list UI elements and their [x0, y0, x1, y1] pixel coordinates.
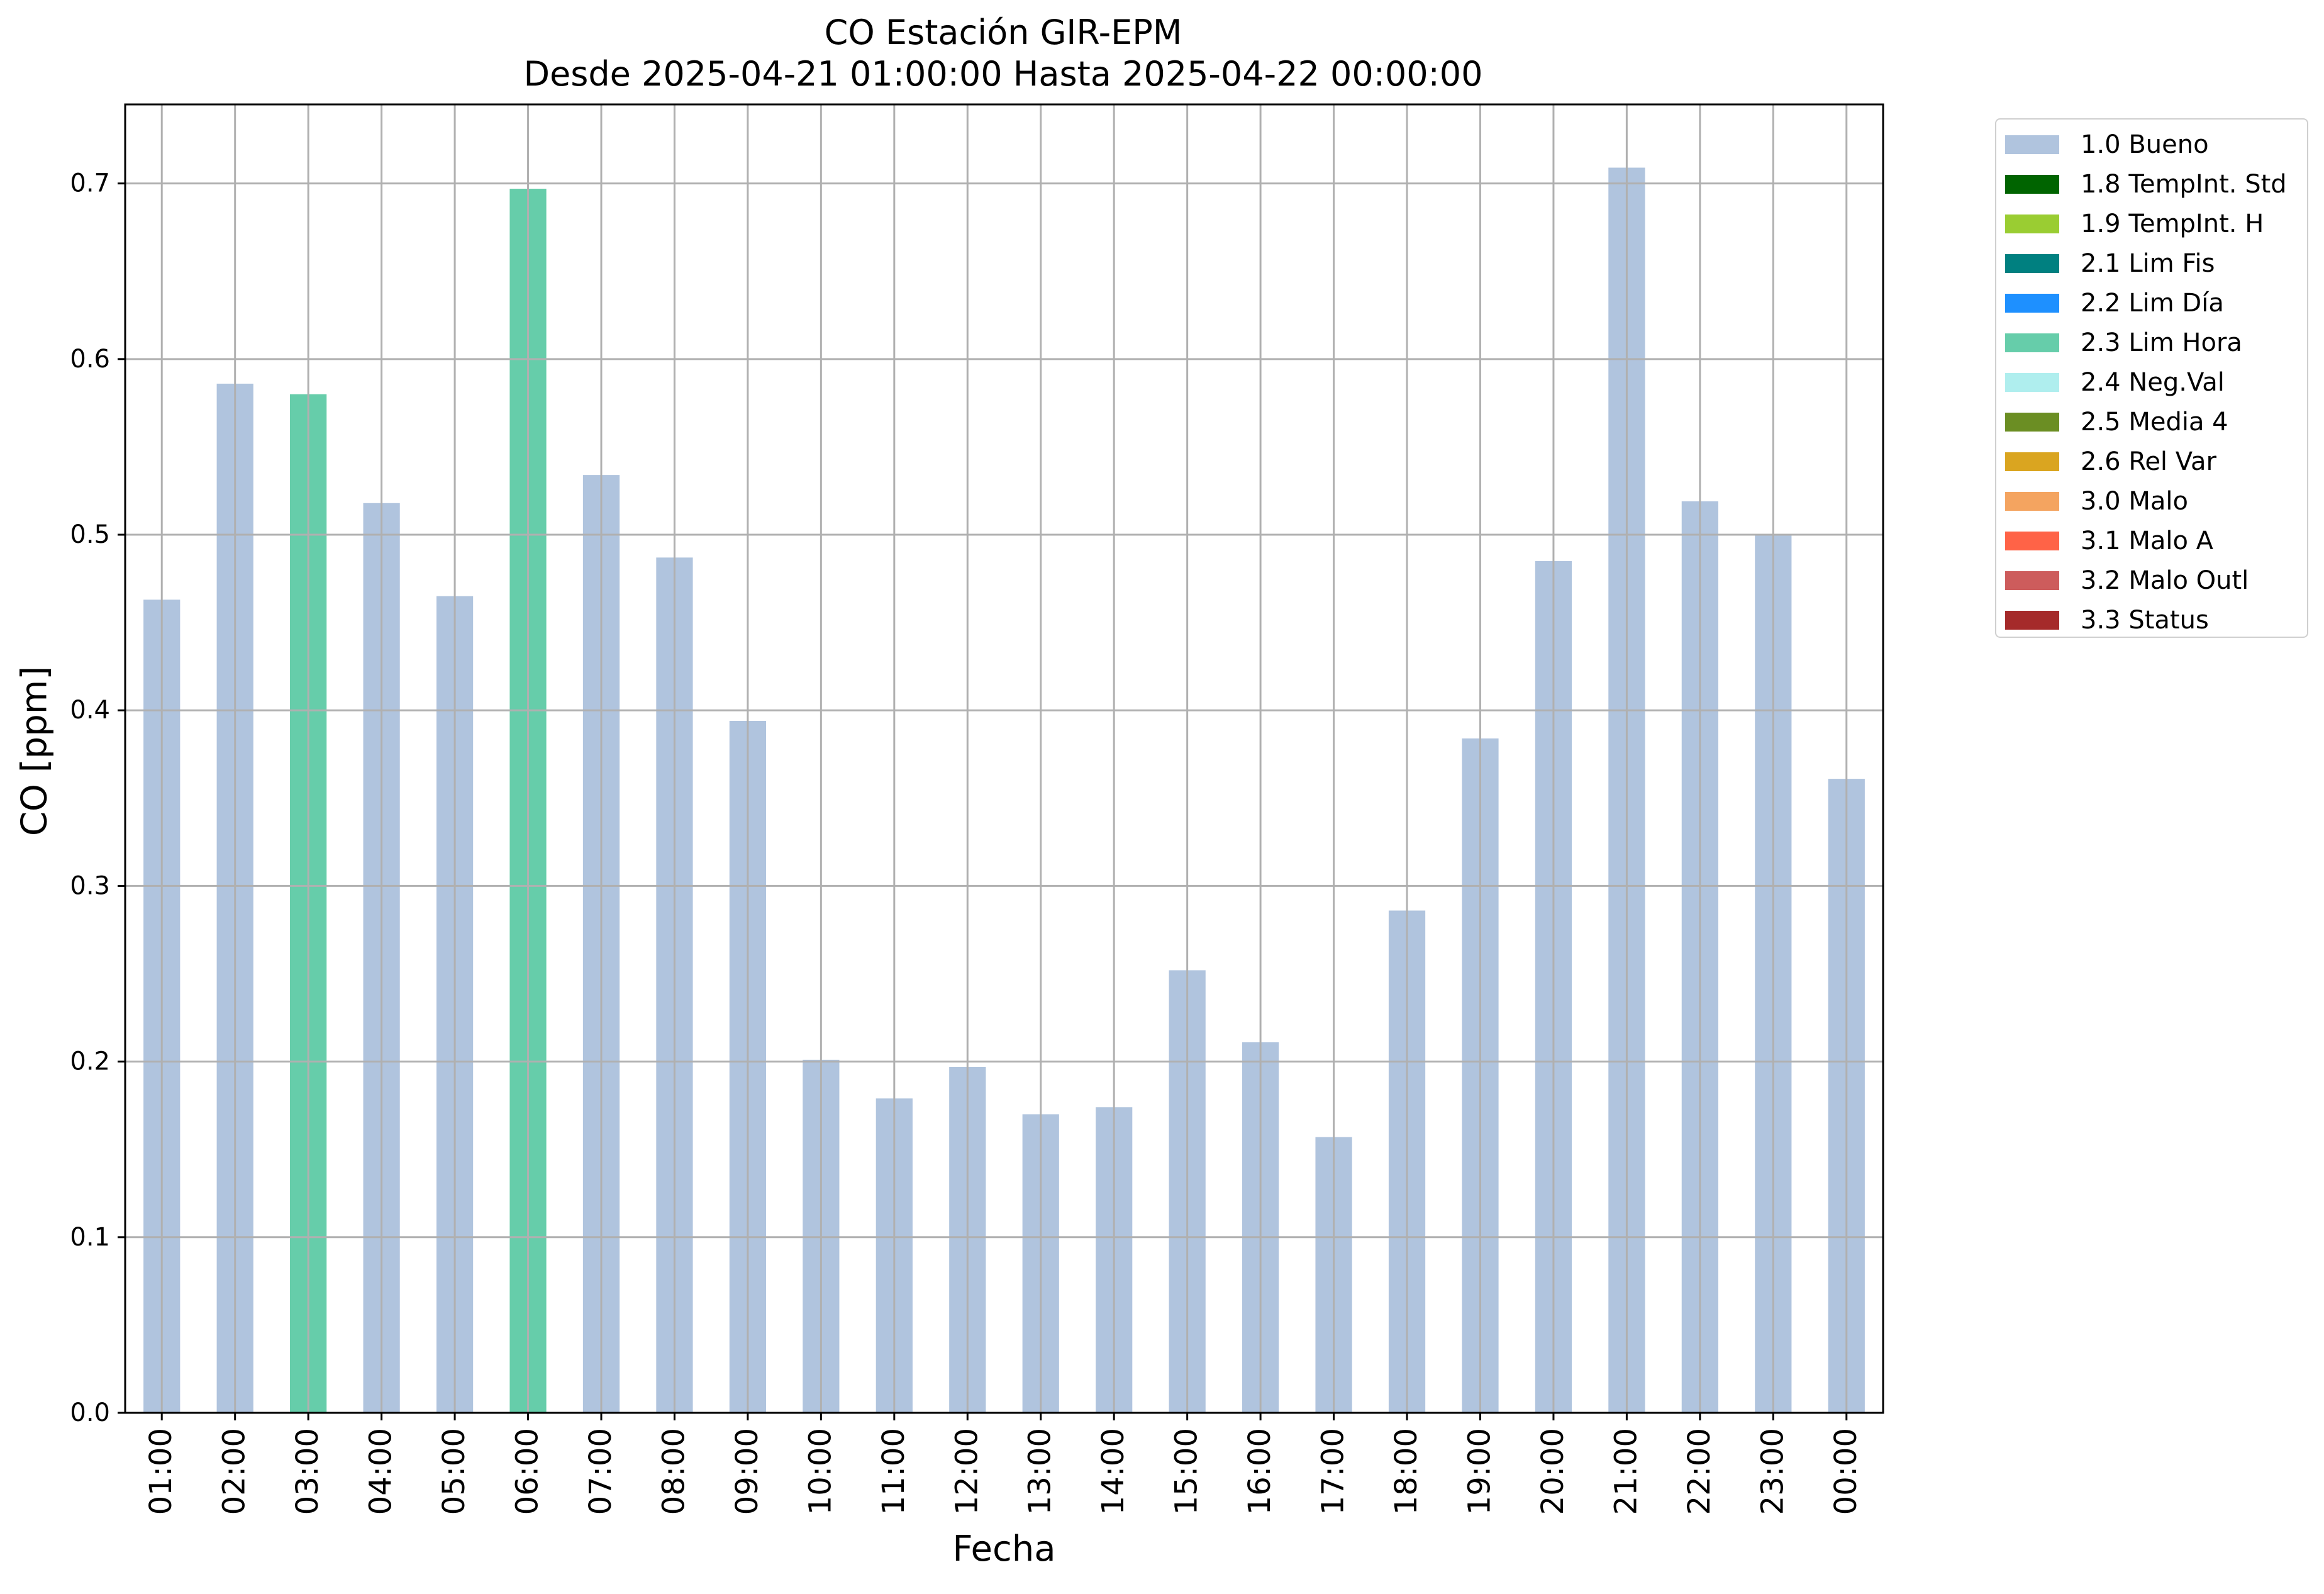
- chart-subtitle: Desde 2025-04-21 01:00:00 Hasta 2025-04-…: [523, 54, 1483, 94]
- legend-label: 2.4 Neg.Val: [2081, 368, 2225, 397]
- legend-swatch: [2005, 294, 2059, 313]
- x-tick-label: 00:00: [1828, 1428, 1864, 1515]
- x-tick-label: 12:00: [949, 1428, 984, 1515]
- legend-item: 2.2 Lim Día: [2005, 284, 2224, 322]
- y-tick-label: 0.2: [70, 1047, 110, 1076]
- legend-item: 3.0 Malo: [2005, 482, 2188, 520]
- y-tick-label: 0.7: [70, 169, 110, 198]
- x-tick-label: 05:00: [436, 1428, 472, 1515]
- x-tick-label: 15:00: [1169, 1428, 1204, 1515]
- legend-label: 1.0 Bueno: [2081, 130, 2209, 159]
- legend-swatch: [2005, 532, 2059, 550]
- y-tick-label: 0.5: [70, 520, 110, 549]
- chart-title: CO Estación GIR-EPM: [824, 13, 1182, 52]
- x-tick-label: 08:00: [656, 1428, 691, 1515]
- legend-label: 2.1 Lim Fis: [2081, 249, 2215, 278]
- legend-swatch: [2005, 611, 2059, 630]
- legend: 1.0 Bueno 1.8 TempInt. Std 1.9 TempInt. H 2…: [1995, 118, 2308, 638]
- x-tick-label: 13:00: [1023, 1428, 1058, 1515]
- x-tick-label: 22:00: [1682, 1428, 1717, 1515]
- legend-item: 2.3 Lim Hora: [2005, 324, 2242, 362]
- x-tick-label: 18:00: [1389, 1428, 1424, 1515]
- x-tick-label: 02:00: [217, 1428, 252, 1515]
- x-tick-label: 23:00: [1755, 1428, 1790, 1515]
- legend-item: 3.3 Status: [2005, 601, 2209, 639]
- legend-swatch: [2005, 492, 2059, 511]
- legend-label: 1.8 TempInt. Std: [2081, 170, 2287, 199]
- legend-label: 1.9 TempInt. H: [2081, 209, 2264, 238]
- legend-swatch: [2005, 254, 2059, 273]
- legend-label: 2.3 Lim Hora: [2081, 328, 2242, 357]
- x-tick-label: 06:00: [510, 1428, 545, 1515]
- x-tick-label: 01:00: [143, 1428, 179, 1515]
- x-tick-label: 20:00: [1535, 1428, 1571, 1515]
- y-tick-label: 0.6: [70, 345, 110, 374]
- legend-label: 2.6 Rel Var: [2081, 447, 2216, 476]
- legend-swatch: [2005, 452, 2059, 471]
- x-tick-label: 11:00: [876, 1428, 911, 1515]
- y-tick-label: 0.1: [70, 1223, 110, 1252]
- x-tick-label: 10:00: [803, 1428, 838, 1515]
- legend-swatch: [2005, 175, 2059, 194]
- legend-item: 1.9 TempInt. H: [2005, 205, 2264, 243]
- legend-swatch: [2005, 215, 2059, 233]
- legend-swatch: [2005, 413, 2059, 432]
- legend-label: 2.5 Media 4: [2081, 408, 2228, 437]
- legend-item: 2.4 Neg.Val: [2005, 364, 2225, 401]
- y-tick-label: 0.3: [70, 871, 110, 900]
- x-tick-label: 14:00: [1096, 1428, 1131, 1515]
- legend-label: 3.2 Malo Outl: [2081, 566, 2249, 595]
- x-tick-label: 04:00: [364, 1428, 399, 1515]
- legend-item: 1.8 TempInt. Std: [2005, 165, 2287, 203]
- plot-frame: [124, 103, 1884, 1414]
- legend-item: 3.1 Malo A: [2005, 522, 2213, 560]
- x-tick-label: 09:00: [730, 1428, 765, 1515]
- legend-item: 2.5 Media 4: [2005, 403, 2228, 441]
- legend-item: 2.6 Rel Var: [2005, 443, 2216, 481]
- x-tick-label: 03:00: [290, 1428, 325, 1515]
- legend-label: 3.1 Malo A: [2081, 527, 2214, 555]
- legend-swatch: [2005, 571, 2059, 590]
- y-axis-label: CO [ppm]: [14, 666, 55, 837]
- legend-swatch: [2005, 333, 2059, 352]
- x-tick-label: 16:00: [1242, 1428, 1277, 1515]
- legend-item: 2.1 Lim Fis: [2005, 245, 2215, 282]
- legend-item: 3.2 Malo Outl: [2005, 562, 2249, 599]
- y-tick-label: 0.0: [70, 1398, 110, 1427]
- legend-label: 3.3 Status: [2081, 606, 2209, 635]
- legend-label: 3.0 Malo: [2081, 487, 2188, 516]
- x-tick-label: 19:00: [1462, 1428, 1497, 1515]
- x-tick-label: 21:00: [1608, 1428, 1643, 1515]
- legend-swatch: [2005, 135, 2059, 154]
- x-tick-label: 07:00: [583, 1428, 618, 1515]
- legend-swatch: [2005, 373, 2059, 392]
- y-tick-label: 0.4: [70, 696, 110, 725]
- x-tick-label: 17:00: [1316, 1428, 1351, 1515]
- x-axis-label: Fecha: [952, 1529, 1056, 1569]
- y-axis-label-container: CO [ppm]: [0, 0, 69, 1594]
- legend-item: 1.0 Bueno: [2005, 126, 2209, 164]
- legend-label: 2.2 Lim Día: [2081, 289, 2224, 318]
